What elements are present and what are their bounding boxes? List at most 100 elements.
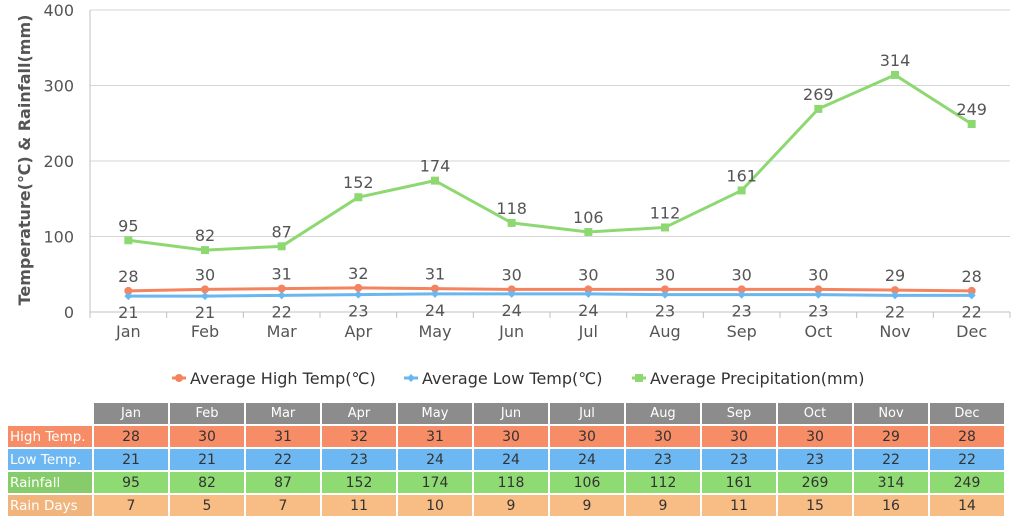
table-cell: 112 — [626, 472, 700, 493]
data-label: 24 — [578, 301, 598, 320]
table-cell: 22 — [854, 449, 928, 470]
table-cell: 106 — [550, 472, 624, 493]
table-cell: 15 — [778, 495, 852, 516]
table-cell: 30 — [550, 426, 624, 447]
table-month-header: Oct — [778, 403, 852, 424]
series-line — [128, 292, 972, 298]
data-point — [431, 284, 439, 293]
legend-item-3[interactable]: Average Precipitation(mm) — [632, 369, 864, 388]
data-point — [967, 291, 976, 300]
table-cell: 7 — [94, 495, 168, 516]
table-cell: 249 — [930, 472, 1004, 493]
data-label: 22 — [885, 302, 905, 321]
series-3: 95 82 87 152 174 118 106 112 161 269 314 249 — [118, 51, 987, 255]
data-point — [891, 70, 899, 79]
table-cell: 269 — [778, 472, 852, 493]
data-label: 23 — [655, 302, 675, 321]
table-cell: 30 — [778, 426, 852, 447]
legend-marker — [635, 374, 643, 382]
data-label: 30 — [501, 265, 521, 284]
data-label: 22 — [271, 302, 291, 321]
table-cell: 23 — [322, 449, 396, 470]
table-cell: 30 — [170, 426, 244, 447]
climate-line-chart: 0 100 200 300 400 Temperature(℃) & Rainfall(… — [15, 1, 1011, 388]
data-point — [737, 290, 746, 299]
table-cell: 5 — [170, 495, 244, 516]
table-cell: 28 — [930, 426, 1004, 447]
data-label: 152 — [343, 173, 374, 192]
data-label: 22 — [961, 302, 981, 321]
table-header-row: Jan Feb Mar Apr May Jun Jul Aug Sep Oct Nov Dec — [8, 403, 1004, 424]
data-label: 31 — [425, 265, 445, 284]
data-point — [967, 120, 976, 129]
data-label: 87 — [271, 222, 291, 241]
legend[interactable]: Average High Temp(℃) Average Low Temp(℃) A… — [172, 369, 864, 388]
data-label: 24 — [501, 301, 521, 320]
table-cell: 10 — [398, 495, 472, 516]
legend-label: Average Precipitation(mm) — [650, 369, 864, 388]
series-line — [128, 73, 973, 252]
table-cell: 9 — [474, 495, 548, 516]
y-tick-label: 200 — [43, 152, 74, 171]
table-cell: 31 — [398, 426, 472, 447]
data-label: 21 — [195, 303, 215, 322]
data-label: 112 — [650, 203, 681, 222]
table-cell: 11 — [702, 495, 776, 516]
table-month-header: Apr — [322, 403, 396, 424]
legend-label: Average High Temp(℃) — [190, 369, 376, 388]
table-cell: 23 — [778, 449, 852, 470]
data-point — [814, 285, 823, 294]
data-point — [661, 285, 669, 294]
data-label: 249 — [956, 100, 987, 119]
table-month-header: Jul — [550, 403, 624, 424]
table-cell: 16 — [854, 495, 928, 516]
table-cell: 21 — [94, 449, 168, 470]
table-cell: 24 — [550, 449, 624, 470]
data-label: 30 — [195, 265, 215, 284]
data-point — [814, 104, 823, 113]
table-cell: 21 — [170, 449, 244, 470]
data-label: 95 — [118, 216, 138, 235]
table-cell: 30 — [702, 426, 776, 447]
table-month-header: Mar — [246, 403, 320, 424]
data-point — [661, 223, 669, 232]
table-month-header: Feb — [170, 403, 244, 424]
table-row-label: Rainfall — [8, 472, 92, 493]
data-point — [661, 290, 669, 299]
x-tick-label: Jun — [498, 322, 524, 341]
legend-item-2[interactable]: Average Low Temp(℃) — [404, 369, 602, 388]
legend-marker — [407, 374, 415, 382]
series-2: 21 21 22 23 24 24 24 23 23 23 22 22 — [118, 289, 982, 322]
data-label: 161 — [726, 166, 757, 185]
table-row-label: Low Temp. — [8, 449, 92, 470]
table-cell: 118 — [474, 472, 548, 493]
table-cell: 23 — [626, 449, 700, 470]
data-label: 29 — [885, 266, 905, 285]
data-point — [431, 289, 439, 298]
table-cell: 23 — [702, 449, 776, 470]
table-cell: 22 — [246, 449, 320, 470]
x-tick-label: Feb — [191, 322, 219, 341]
legend-item-1[interactable]: Average High Temp(℃) — [172, 369, 376, 388]
table-cell: 9 — [626, 495, 700, 516]
data-point — [431, 176, 439, 185]
data-label: 269 — [803, 85, 834, 104]
series-line — [128, 286, 972, 293]
data-point — [507, 285, 516, 294]
data-point — [507, 218, 516, 227]
data-label: 23 — [808, 302, 828, 321]
x-tick-label: Apr — [344, 322, 372, 341]
table-row-high: High Temp. 28 30 31 32 31 30 30 30 30 30 29 28 — [8, 426, 1004, 447]
table-row-label: Rain Days — [8, 495, 92, 516]
data-point — [737, 186, 746, 195]
x-tick-label: Jul — [578, 322, 598, 341]
data-label: 23 — [731, 302, 751, 321]
table-cell: 9 — [550, 495, 624, 516]
data-point — [277, 291, 286, 300]
data-point — [124, 292, 133, 301]
series-layer: 28 30 31 32 31 30 30 30 30 30 29 28 21 21 22 23 24 24 24 23… — [118, 51, 987, 322]
table-cell: 11 — [322, 495, 396, 516]
data-point — [584, 285, 593, 294]
table-cell: 87 — [246, 472, 320, 493]
table-row-days: Rain Days 7 5 7 11 10 9 9 9 11 15 16 14 — [8, 495, 1004, 516]
